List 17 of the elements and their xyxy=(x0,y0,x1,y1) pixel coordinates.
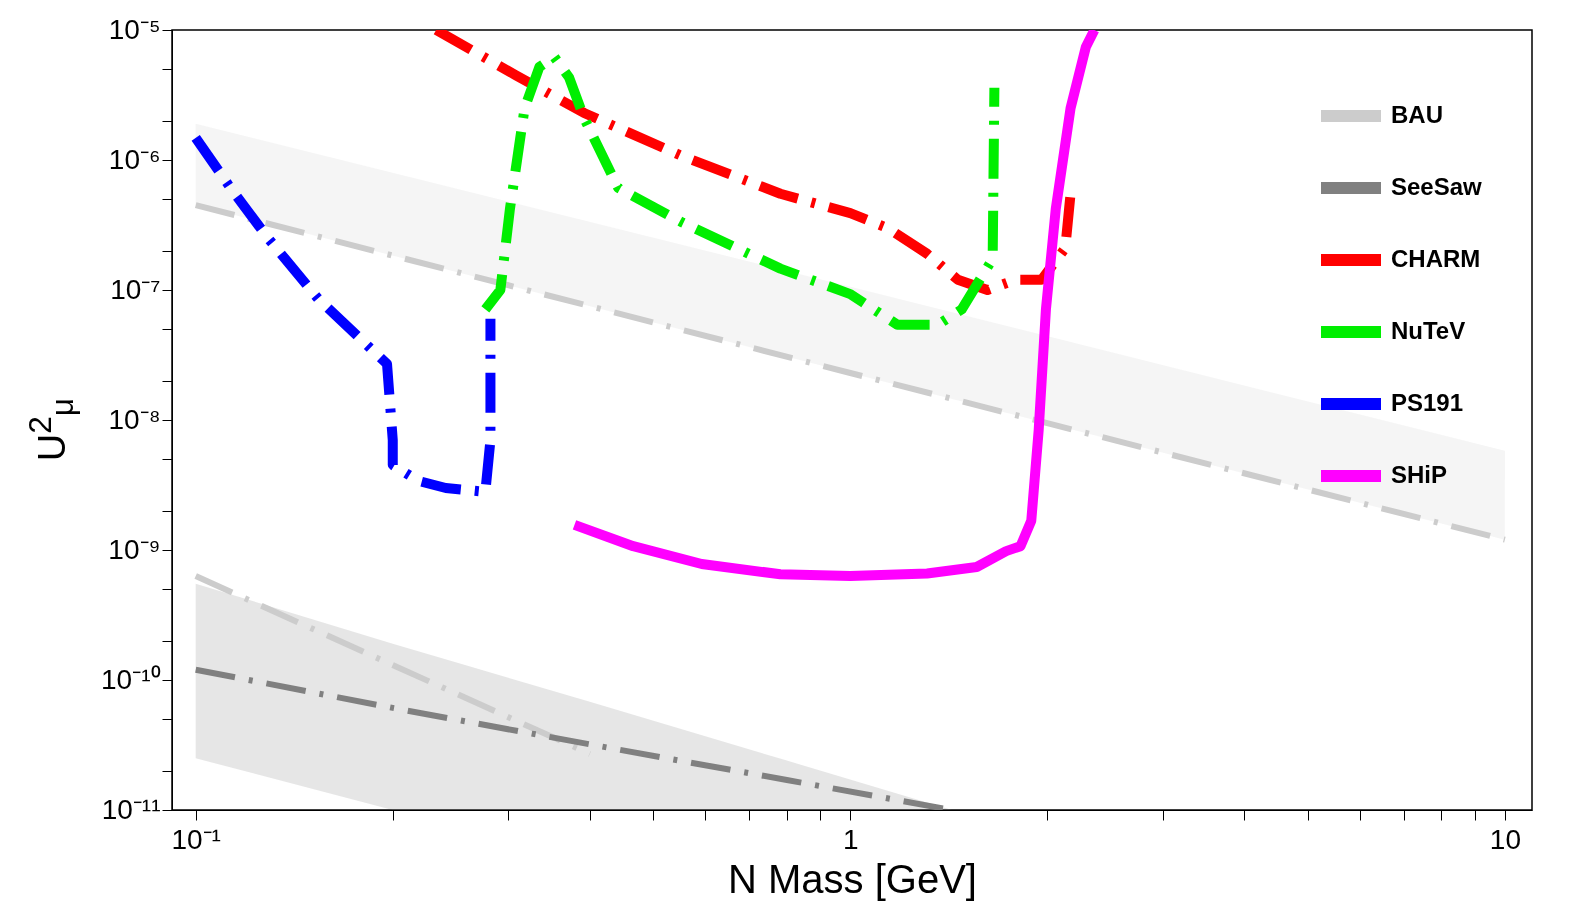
x-tick-label: 10 xyxy=(1489,823,1521,855)
y-tick-label: 10⁻¹¹ xyxy=(101,793,161,825)
x-tick-label: 1 xyxy=(843,823,859,855)
y-tick-label: 10⁻⁸ xyxy=(108,403,161,435)
y-tick-label: 10⁻⁹ xyxy=(108,533,161,565)
y-tick-label: 10⁻⁷ xyxy=(110,273,161,305)
legend-label: NuTeV xyxy=(1391,317,1466,344)
x-tick-label: 10⁻¹ xyxy=(171,823,221,855)
y-tick-label: 10⁻⁵ xyxy=(108,13,161,45)
legend-label: SeeSaw xyxy=(1391,173,1483,200)
y-tick-label: 10⁻⁶ xyxy=(108,143,161,175)
legend-label: PS191 xyxy=(1391,389,1464,416)
legend-label: SHiP xyxy=(1391,461,1448,488)
y-tick-label: 10⁻¹⁰ xyxy=(101,663,161,695)
legend-label: BAU xyxy=(1391,101,1443,128)
legend-label: CHARM xyxy=(1391,245,1481,272)
x-axis-title: N Mass [GeV] xyxy=(728,856,977,901)
